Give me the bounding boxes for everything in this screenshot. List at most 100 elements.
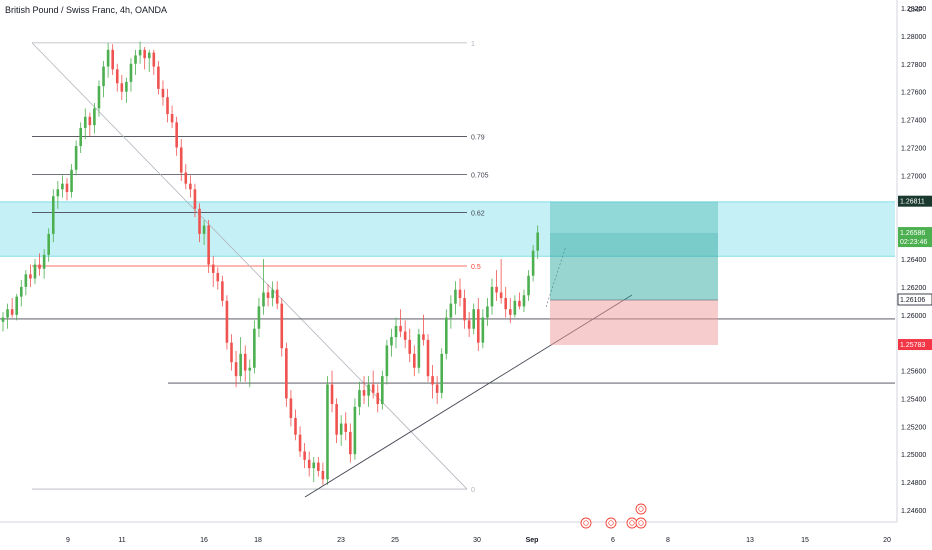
candle-body	[47, 233, 50, 255]
candle-body	[362, 390, 366, 396]
candle-body	[1, 317, 5, 322]
candle-body	[10, 309, 14, 315]
candle-body	[440, 353, 444, 393]
fib-label: 0.62	[471, 210, 485, 217]
candle-body	[88, 116, 92, 126]
candle-body	[275, 289, 279, 304]
candle-body	[42, 254, 46, 269]
long-position-tool[interactable]	[550, 201, 718, 346]
candle-body	[403, 331, 407, 340]
time-tick-label: 13	[746, 537, 754, 544]
price-tick-label: 1.25400	[901, 396, 926, 403]
fibonacci-retracement[interactable]: 1 0.79 0.705 0.62 0.5 0	[31, 41, 489, 494]
economic-events[interactable]	[580, 503, 647, 529]
candle-body	[216, 272, 220, 282]
candle-body	[70, 169, 73, 193]
event-marker-dot	[583, 520, 589, 526]
time-tick-label: 23	[337, 537, 345, 544]
candle-body	[454, 289, 457, 304]
target-zone	[550, 201, 718, 300]
candle-body	[339, 423, 343, 435]
candle-body	[399, 325, 402, 332]
candle-body	[518, 300, 521, 307]
price-label-box	[897, 293, 932, 306]
candle-body	[74, 146, 78, 170]
candle-body	[6, 309, 9, 318]
time-tick-label: 16	[200, 537, 208, 544]
time-tick-label: Sep	[526, 537, 539, 544]
candle-body	[344, 423, 348, 432]
candle-body	[248, 367, 252, 371]
event-marker-dot	[608, 520, 614, 526]
chart-title: British Pound / Swiss Franc, 4h, OANDA	[5, 5, 168, 15]
candle-body	[326, 384, 329, 480]
candle-body	[349, 431, 352, 455]
price-tick-label: 1.27600	[901, 90, 926, 97]
candle-body	[504, 298, 507, 310]
candle-body	[38, 264, 41, 269]
candle-body	[179, 147, 183, 173]
profit-fill	[550, 233, 718, 300]
event-marker-icon[interactable]	[626, 517, 638, 529]
candle-body	[125, 81, 128, 92]
candle-body	[527, 275, 530, 296]
candle-body	[307, 459, 311, 469]
time-axis[interactable]: 9 11 16 18 23 25 30 Sep 6 8 13 15 20	[66, 537, 891, 544]
candle-body	[303, 451, 306, 460]
time-tick-label: 15	[801, 537, 809, 544]
candle-body	[385, 345, 389, 377]
candle-body	[239, 353, 242, 377]
candle-body	[102, 66, 105, 87]
candle-body	[93, 108, 96, 126]
event-marker-icon[interactable]	[635, 517, 647, 529]
candle-body	[207, 225, 210, 265]
fib-label: 1	[471, 41, 475, 48]
candle-body	[51, 196, 55, 234]
price-tick-label: 1.28200	[901, 6, 926, 13]
time-tick-label: 25	[391, 537, 399, 544]
candle-body	[449, 303, 453, 318]
candle-body	[257, 306, 261, 329]
candle-body	[522, 295, 526, 307]
candle-body	[15, 296, 19, 315]
candle-body	[170, 113, 174, 123]
fib-label: 0.705	[471, 172, 489, 179]
candle-countdown: 02:23:46	[900, 239, 927, 246]
candle-body	[486, 306, 489, 318]
candle-body	[499, 292, 503, 299]
candle-body	[271, 289, 274, 299]
event-marker-icon[interactable]	[605, 517, 617, 529]
candle-body	[147, 52, 151, 59]
candle-body	[285, 348, 288, 399]
event-marker-icon[interactable]	[580, 517, 592, 529]
candle-body	[408, 339, 412, 354]
price-tick-label: 1.26400	[901, 257, 926, 264]
price-label-stop: 1.25783	[900, 342, 925, 349]
candle-body	[120, 83, 124, 92]
candle-body	[221, 281, 224, 301]
event-marker-icon[interactable]	[635, 503, 647, 515]
candle-body	[24, 274, 28, 287]
candle-body	[175, 122, 178, 148]
price-tick-label: 1.25000	[901, 452, 926, 459]
candle-body	[422, 334, 425, 340]
candle-body	[106, 49, 110, 67]
candle-body	[262, 292, 265, 307]
grid	[0, 0, 898, 523]
price-tick-label: 1.26200	[901, 285, 926, 292]
candle-body	[476, 309, 480, 343]
candle-body	[353, 406, 357, 455]
price-label-target: 1.26811	[900, 199, 925, 206]
candle-body	[129, 63, 133, 82]
candle-body	[444, 317, 448, 354]
fib-label: 0.79	[471, 135, 485, 142]
candle-body	[458, 289, 462, 299]
projection-line	[545, 245, 567, 308]
candle-body	[189, 183, 192, 190]
zones	[0, 201, 895, 257]
candle-body	[321, 470, 325, 480]
candle-body	[371, 384, 375, 393]
candle-body	[390, 337, 393, 346]
